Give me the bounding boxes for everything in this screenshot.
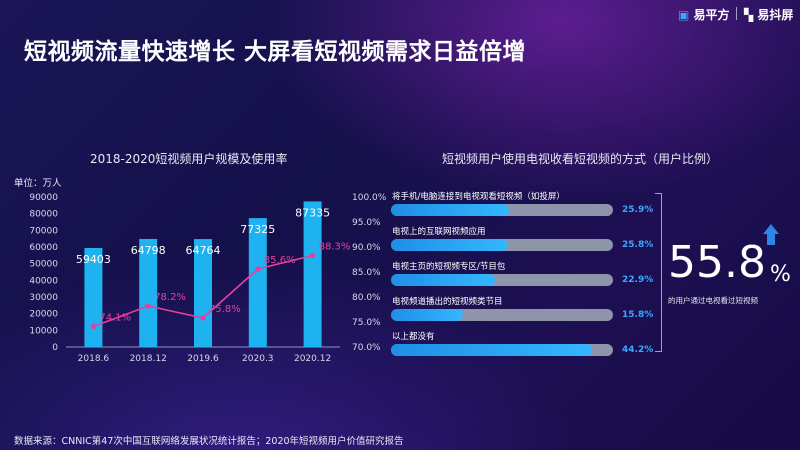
method-label: 电视频道播出的短视频类节目 — [392, 297, 503, 307]
line-point — [145, 303, 151, 309]
big-percent-number: 55.8 — [668, 237, 766, 288]
bar — [303, 201, 322, 347]
y-left-tick-label: 50000 — [29, 260, 58, 270]
y-left-tick-label: 20000 — [29, 310, 58, 320]
up-arrow-stem — [767, 233, 775, 245]
y-left-tick-label: 10000 — [29, 326, 58, 336]
x-tick-label: 2019.6 — [187, 354, 219, 364]
logo-yidoupin-text: 易抖屏 — [757, 8, 794, 22]
y-right-tick-label: 95.0% — [352, 218, 381, 228]
logo-yidoupin: ▚ 易抖屏 — [744, 6, 793, 23]
play-logo-icon: ▚ — [744, 8, 754, 22]
y-left-tick-label: 30000 — [29, 293, 58, 303]
bar-value-label: 87335 — [295, 206, 330, 219]
method-percent: 22.9% — [622, 275, 654, 285]
line-value-label: 78.2% — [154, 292, 186, 303]
method-percent: 25.8% — [622, 240, 654, 250]
line-value-label: 74.1% — [99, 313, 131, 324]
bar — [194, 239, 212, 347]
y-right-tick-label: 70.0% — [352, 343, 381, 353]
method-label: 将手机/电脑连接到电视观看短视频（如投屏） — [392, 192, 565, 202]
y-left-tick-label: 70000 — [29, 226, 58, 236]
method-bar-track — [391, 309, 613, 321]
method-percent: 25.9% — [622, 205, 654, 215]
bar — [248, 218, 267, 347]
y-right-tick-label: 85.0% — [352, 268, 381, 278]
logo-divider — [736, 7, 737, 20]
line-point — [255, 266, 261, 272]
y-left-tick-label: 80000 — [29, 210, 58, 220]
method-bar-fill — [391, 344, 593, 356]
y-left-tick-label: 0 — [52, 343, 58, 353]
method-bar-fill — [391, 274, 496, 286]
method-bar-fill — [391, 309, 463, 321]
x-tick-label: 2020.12 — [294, 354, 331, 364]
x-tick-label: 2018.12 — [130, 354, 167, 364]
page-title: 短视频流量快速增长 大屏看短视频需求日益倍增 — [24, 39, 527, 65]
method-bar-fill — [391, 239, 509, 251]
logo-yipingfang: ▣ 易平方 — [678, 6, 730, 23]
method-bar-track — [391, 274, 613, 286]
method-percent: 15.8% — [622, 310, 654, 320]
line-value-label: 75.8% — [209, 304, 241, 315]
line-value-label: 88.3% — [319, 242, 351, 253]
bar-value-label: 77325 — [240, 223, 275, 236]
method-label: 电视主页的短视频专区/节目包 — [392, 262, 506, 272]
y-right-tick-label: 90.0% — [352, 243, 381, 253]
bar-value-label: 64798 — [131, 244, 166, 257]
line-value-label: 85.6% — [264, 255, 296, 266]
y-right-tick-label: 100.0% — [352, 193, 387, 203]
y-right-tick-label: 75.0% — [352, 318, 381, 328]
method-bar-track — [391, 204, 613, 216]
bar-value-label: 64764 — [186, 244, 221, 257]
up-arrow-icon — [763, 224, 779, 234]
bar — [139, 239, 158, 347]
unit-label: 单位：万人 — [14, 178, 62, 189]
method-percent: 44.2% — [622, 345, 654, 355]
method-bar-fill — [391, 204, 509, 216]
right-chart-title: 短视频用户使用电视收看短视频的方式（用户比例） — [442, 152, 719, 166]
tv-logo-icon: ▣ — [678, 8, 690, 22]
data-source: 数据来源：CNNIC第47次中国互联网络发展状况统计报告；2020年短视频用户价… — [14, 436, 404, 447]
y-left-tick-label: 40000 — [29, 276, 58, 286]
y-left-tick-label: 90000 — [29, 193, 58, 203]
big-percent-caption: 的用户通过电视看过短视频 — [668, 296, 758, 305]
method-label: 以上都没有 — [392, 332, 435, 342]
method-label: 电视上的互联网视频应用 — [392, 227, 486, 237]
logo-yipingfang-text: 易平方 — [693, 8, 730, 22]
big-percent-unit: % — [770, 262, 791, 287]
x-tick-label: 2020.3 — [242, 354, 274, 364]
bracket-line — [655, 193, 662, 352]
left-chart-title: 2018-2020短视频用户规模及使用率 — [90, 152, 288, 166]
method-bar-track — [391, 239, 613, 251]
bar-value-label: 59403 — [76, 253, 111, 266]
x-tick-label: 2018.6 — [78, 354, 110, 364]
line-point — [90, 323, 96, 330]
line-point — [200, 315, 206, 321]
y-right-tick-label: 80.0% — [352, 293, 381, 303]
line-point — [310, 252, 316, 259]
y-left-tick-label: 60000 — [29, 243, 58, 253]
bar — [84, 247, 103, 347]
method-bar-track — [391, 344, 613, 356]
